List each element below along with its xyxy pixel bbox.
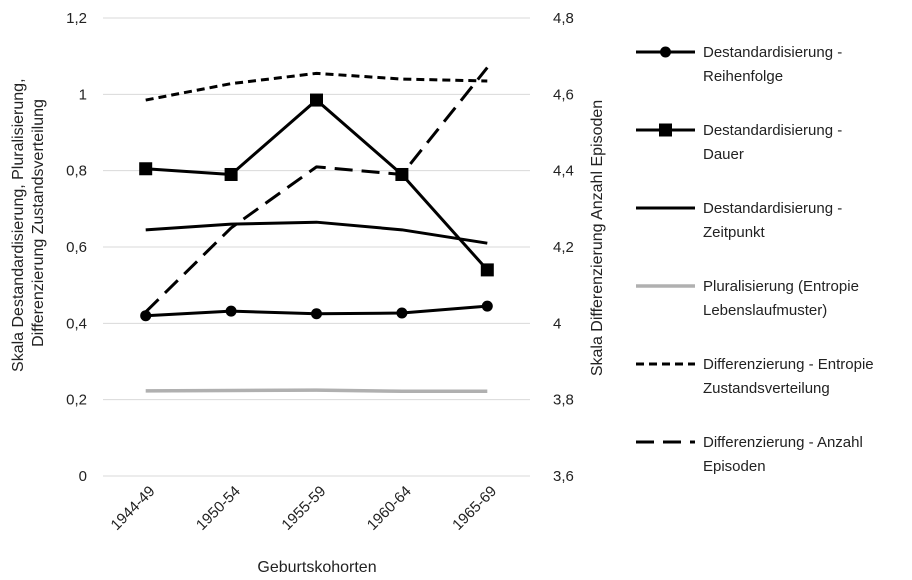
left-tick-label: 0 [79,468,87,485]
left-tick-label: 0,8 [66,163,87,180]
left-axis-title: Skala Destandardisierung, Pluralisierung… [10,74,47,372]
series-line [144,66,489,313]
series-2 [139,93,494,277]
data-point-square [659,123,672,137]
x-tick-label: 1955-59 [278,483,329,534]
data-point-square [480,263,494,277]
x-tick-label: 1950-54 [193,483,244,534]
left-axis-title-line-2: Differenzierung Zustandsverteilung [30,99,47,347]
data-point-circle [140,310,152,322]
legend-label: Zeitpunkt [703,224,766,241]
legend: Destandardisierung -ReihenfolgeDestandar… [636,44,874,475]
series-group [139,66,494,394]
series-line [145,220,488,245]
right-axis-ticks: 3,6 3,8 4 4,2 4,4 4,6 4,8 [553,10,574,485]
data-point-square [310,93,323,107]
legend-entry-5: Differenzierung - Entropie Zustandsvertei… [636,356,874,397]
data-point-square [224,167,238,181]
series-line [145,71,488,102]
x-tick-label: 1965-69 [449,483,500,534]
legend-label: Differenzierung - Anzahl [703,434,863,451]
x-tick-label: 1960-64 [364,483,415,534]
series-line [145,98,489,271]
right-axis-title: Skala Differenzierung Anzahl Episoden [589,100,606,376]
legend-label: Differenzierung - Entropie [703,356,874,373]
series-line [145,388,488,394]
legend-entry-1: Destandardisierung - Reihenfolge [636,44,842,85]
left-tick-label: 1,2 [66,10,87,27]
right-tick-label: 4,8 [553,10,574,27]
right-tick-label: 3,6 [553,468,574,485]
series-5 [145,71,488,102]
x-tick-label: 1944-49 [108,483,159,534]
series-1 [140,300,493,322]
x-axis-title: Geburtskohorten [257,559,376,576]
legend-label: Destandardisierung - [703,44,842,61]
data-point-circle [311,308,322,320]
left-axis-ticks: 0 0,2 0,4 0,6 0,8 1 1,2 [66,10,87,485]
data-point-circle [660,46,671,58]
left-tick-label: 0,6 [66,239,87,256]
left-tick-label: 1 [79,86,87,103]
legend-label: Destandardisierung - [703,200,842,217]
right-tick-label: 4,4 [553,163,574,180]
series-4 [145,388,488,394]
right-tick-label: 4 [553,315,561,332]
legend-label: Destandardisierung - [703,122,842,139]
legend-entry-4: Pluralisierung (Entropie Lebenslaufmuster… [636,278,859,319]
legend-label: Reihenfolge [703,68,783,85]
data-point-circle [396,307,408,319]
legend-label: Lebenslaufmuster) [703,302,827,319]
right-tick-label: 4,2 [553,239,574,256]
legend-label: Episoden [703,458,766,475]
left-tick-label: 0,4 [66,315,87,332]
data-point-circle [481,300,493,312]
data-point-circle [225,305,237,317]
data-point-square [139,162,153,176]
legend-entry-2: Destandardisierung - Dauer [636,122,842,163]
legend-label: Pluralisierung (Entropie [703,278,859,295]
series-6 [144,66,489,313]
right-tick-label: 4,6 [553,86,574,103]
legend-label: Zustandsverteilung [703,380,830,397]
legend-label: Dauer [703,146,744,163]
left-tick-label: 0,2 [66,392,87,409]
x-axis-ticks: 1944-49 1950-54 1955-59 1960-64 1965-69 [108,483,501,534]
right-tick-label: 3,8 [553,392,574,409]
legend-entry-6: Differenzierung - Anzahl Episoden [636,434,863,475]
left-axis-title-line-1: Skala Destandardisierung, Pluralisierung… [10,78,27,372]
legend-entry-3: Destandardisierung - Zeitpunkt [636,200,842,241]
series-3 [145,220,488,245]
